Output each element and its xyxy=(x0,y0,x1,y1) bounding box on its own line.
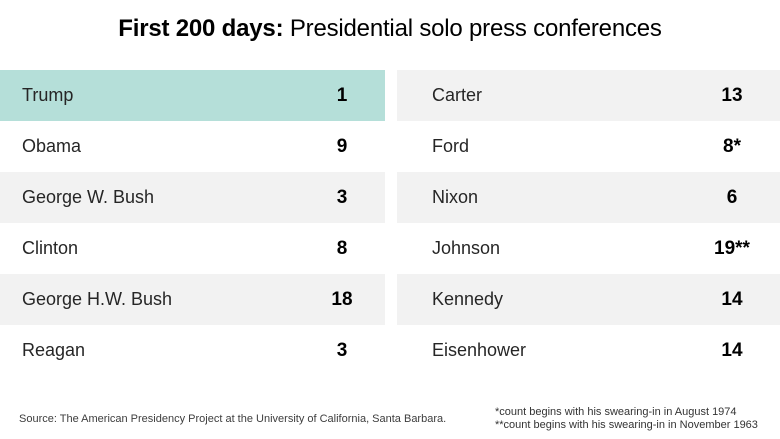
president-name: Trump xyxy=(22,85,74,105)
table-row: Eisenhower 14 xyxy=(397,325,780,376)
table-row: Clinton 8 xyxy=(0,223,385,274)
left-column: Trump 1 Obama 9 George W. Bush 3 Clinton… xyxy=(0,70,385,376)
footnote-november-1963: **count begins with his swearing-in in N… xyxy=(495,419,758,431)
footnote-august-1974: *count begins with his swearing-in in Au… xyxy=(495,406,737,418)
table-row: Nixon 6 xyxy=(397,172,780,223)
title-regular: Presidential solo press conferences xyxy=(283,15,662,42)
source-note: Source: The American Presidency Project … xyxy=(19,413,447,425)
table-row: Carter 13 xyxy=(397,70,780,121)
press-conference-count: 8 xyxy=(336,237,348,259)
president-name: Kennedy xyxy=(432,289,504,309)
press-conference-count: 13 xyxy=(721,84,743,106)
right-column: Carter 13 Ford 8* Nixon 6 Johnson 19** K… xyxy=(397,70,780,376)
president-name: George W. Bush xyxy=(22,187,155,207)
table-row: Ford 8* xyxy=(397,121,780,172)
press-conference-count: 14 xyxy=(721,339,743,361)
press-conference-count: 14 xyxy=(721,288,743,310)
press-conference-count: 19** xyxy=(714,237,750,259)
president-name: Ford xyxy=(432,136,470,156)
president-name: Carter xyxy=(432,85,483,105)
page-title: First 200 days: Presidential solo press … xyxy=(0,15,780,43)
president-name: Clinton xyxy=(22,238,79,258)
president-name: Reagan xyxy=(22,340,86,360)
table-row: Kennedy 14 xyxy=(397,274,780,325)
president-name: Eisenhower xyxy=(432,340,527,360)
title-bold: First 200 days: xyxy=(118,15,284,42)
press-conference-count: 8* xyxy=(723,135,741,157)
footnotes: *count begins with his swearing-in in Au… xyxy=(495,406,758,432)
press-conference-count: 18 xyxy=(331,288,353,310)
table-row: Obama 9 xyxy=(0,121,385,172)
table-row: Johnson 19** xyxy=(397,223,780,274)
press-conference-count: 9 xyxy=(336,135,348,157)
president-name: Nixon xyxy=(432,187,479,207)
press-conference-count: 3 xyxy=(336,339,348,361)
table-row: George H.W. Bush 18 xyxy=(0,274,385,325)
press-conference-count: 6 xyxy=(726,186,738,208)
press-conference-count: 3 xyxy=(336,186,348,208)
president-name: Johnson xyxy=(432,238,501,258)
table-row: George W. Bush 3 xyxy=(0,172,385,223)
table-row: Trump 1 xyxy=(0,70,385,121)
president-name: Obama xyxy=(22,136,82,156)
presidents-table: Trump 1 Obama 9 George W. Bush 3 Clinton… xyxy=(0,70,780,376)
press-conference-count: 1 xyxy=(336,84,348,106)
president-name: George H.W. Bush xyxy=(22,289,173,309)
table-row: Reagan 3 xyxy=(0,325,385,376)
